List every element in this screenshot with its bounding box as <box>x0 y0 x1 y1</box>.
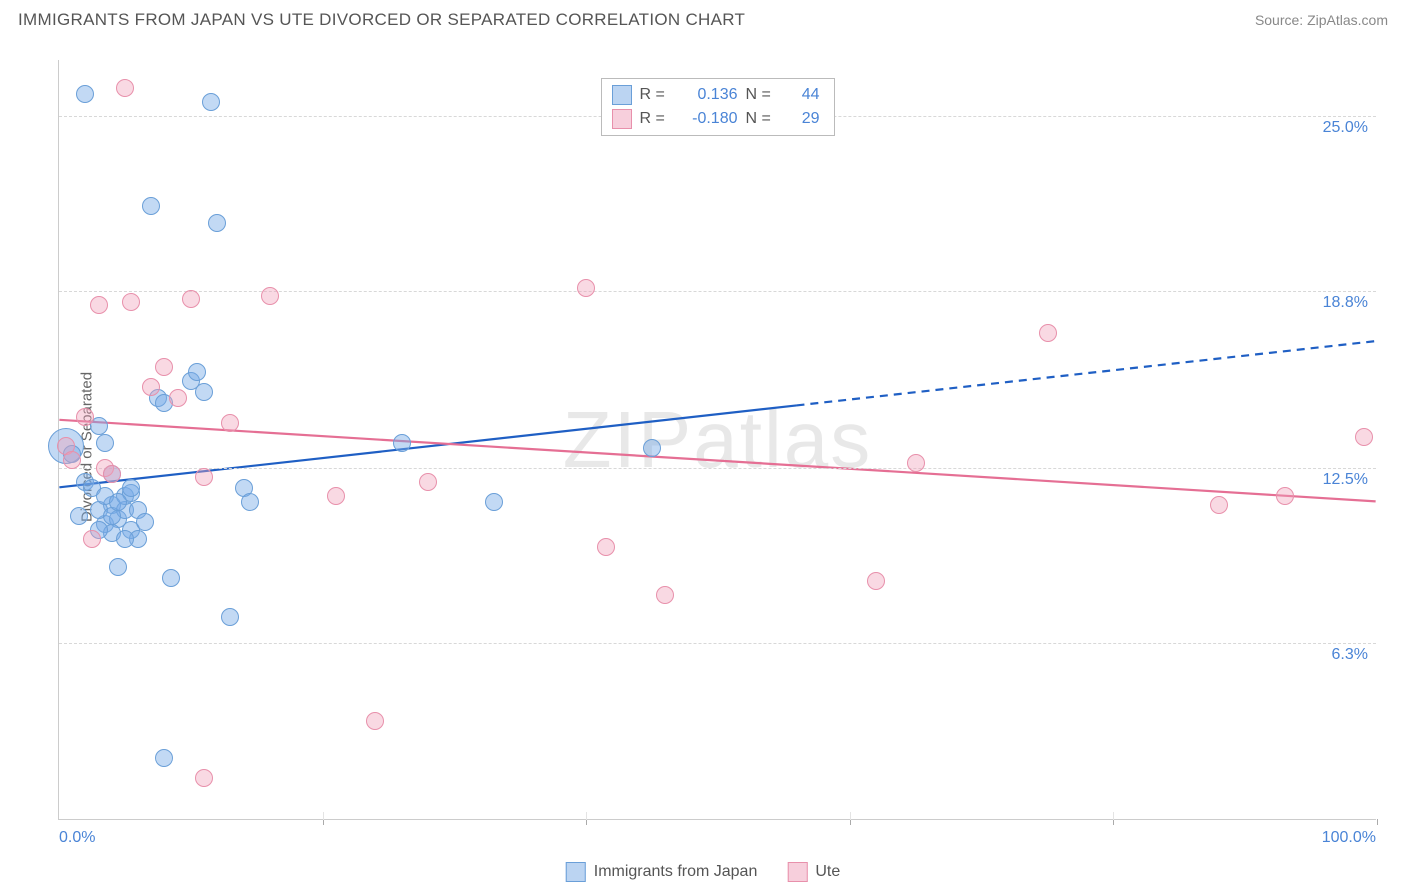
watermark: ZIPatlas <box>563 394 872 486</box>
correlation-chart: Divorced or Separated ZIPatlas 6.3%12.5%… <box>48 42 1388 852</box>
gridline-h <box>59 291 1376 292</box>
data-point <box>202 93 220 111</box>
legend-row: R = -0.180 N = 29 <box>612 107 820 131</box>
legend-r-label: R = <box>640 110 670 128</box>
data-point <box>597 538 615 556</box>
legend-swatch <box>612 109 632 129</box>
source-label: Source: ZipAtlas.com <box>1255 12 1388 28</box>
data-point <box>136 513 154 531</box>
legend-n-value: 29 <box>784 110 820 128</box>
x-tick-mark <box>1377 819 1378 825</box>
legend-r-label: R = <box>640 86 670 104</box>
data-point <box>907 454 925 472</box>
legend-swatch <box>787 862 807 882</box>
data-point <box>1210 496 1228 514</box>
data-point <box>221 608 239 626</box>
gridline-h <box>59 643 1376 644</box>
data-point <box>261 287 279 305</box>
y-tick-label: 12.5% <box>1323 471 1368 489</box>
legend-top: R = 0.136 N = 44 R = -0.180 N = 29 <box>601 78 835 136</box>
data-point <box>643 439 661 457</box>
data-point <box>116 79 134 97</box>
gridline-v <box>1113 812 1114 820</box>
data-point <box>155 749 173 767</box>
x-tick-label: 0.0% <box>59 829 95 847</box>
legend-row: R = 0.136 N = 44 <box>612 83 820 107</box>
data-point <box>109 493 127 511</box>
legend-swatch <box>566 862 586 882</box>
data-point <box>63 451 81 469</box>
data-point <box>327 487 345 505</box>
data-point <box>76 408 94 426</box>
data-point <box>867 572 885 590</box>
legend-r-value: -0.180 <box>678 110 738 128</box>
data-point <box>70 507 88 525</box>
data-point <box>221 414 239 432</box>
data-point <box>83 530 101 548</box>
y-tick-label: 18.8% <box>1323 294 1368 312</box>
plot-area: ZIPatlas 6.3%12.5%18.8%25.0%0.0%100.0% R… <box>58 60 1376 820</box>
data-point <box>169 389 187 407</box>
data-point <box>90 296 108 314</box>
data-point <box>208 214 226 232</box>
data-point <box>195 383 213 401</box>
data-point <box>122 479 140 497</box>
x-tick-label: 100.0% <box>1322 829 1376 847</box>
data-point <box>195 769 213 787</box>
legend-label: Immigrants from Japan <box>594 863 758 881</box>
y-tick-label: 25.0% <box>1323 119 1368 137</box>
data-point <box>116 530 134 548</box>
data-point <box>393 434 411 452</box>
data-point <box>155 358 173 376</box>
data-point <box>96 434 114 452</box>
data-point <box>122 293 140 311</box>
legend-n-value: 44 <box>784 86 820 104</box>
data-point <box>195 468 213 486</box>
data-point <box>241 493 259 511</box>
data-point <box>485 493 503 511</box>
data-point <box>162 569 180 587</box>
legend-r-value: 0.136 <box>678 86 738 104</box>
trend-line-dashed <box>796 341 1375 405</box>
legend-item: Ute <box>787 862 840 882</box>
legend-n-label: N = <box>746 110 776 128</box>
y-tick-label: 6.3% <box>1332 646 1368 664</box>
legend-n-label: N = <box>746 86 776 104</box>
trend-line-solid <box>59 420 1375 502</box>
data-point <box>577 279 595 297</box>
data-point <box>1276 487 1294 505</box>
data-point <box>1355 428 1373 446</box>
gridline-v <box>586 812 587 820</box>
data-point <box>188 363 206 381</box>
gridline-h <box>59 468 1376 469</box>
data-point <box>142 197 160 215</box>
data-point <box>142 378 160 396</box>
legend-item: Immigrants from Japan <box>566 862 758 882</box>
trend-lines <box>59 60 1376 819</box>
data-point <box>109 558 127 576</box>
data-point <box>419 473 437 491</box>
gridline-v <box>323 812 324 820</box>
gridline-v <box>850 812 851 820</box>
legend-swatch <box>612 85 632 105</box>
legend-label: Ute <box>815 863 840 881</box>
chart-title: IMMIGRANTS FROM JAPAN VS UTE DIVORCED OR… <box>18 10 745 30</box>
data-point <box>103 465 121 483</box>
data-point <box>366 712 384 730</box>
data-point <box>656 586 674 604</box>
data-point <box>182 290 200 308</box>
data-point <box>76 85 94 103</box>
data-point <box>1039 324 1057 342</box>
legend-bottom: Immigrants from Japan Ute <box>566 862 841 882</box>
